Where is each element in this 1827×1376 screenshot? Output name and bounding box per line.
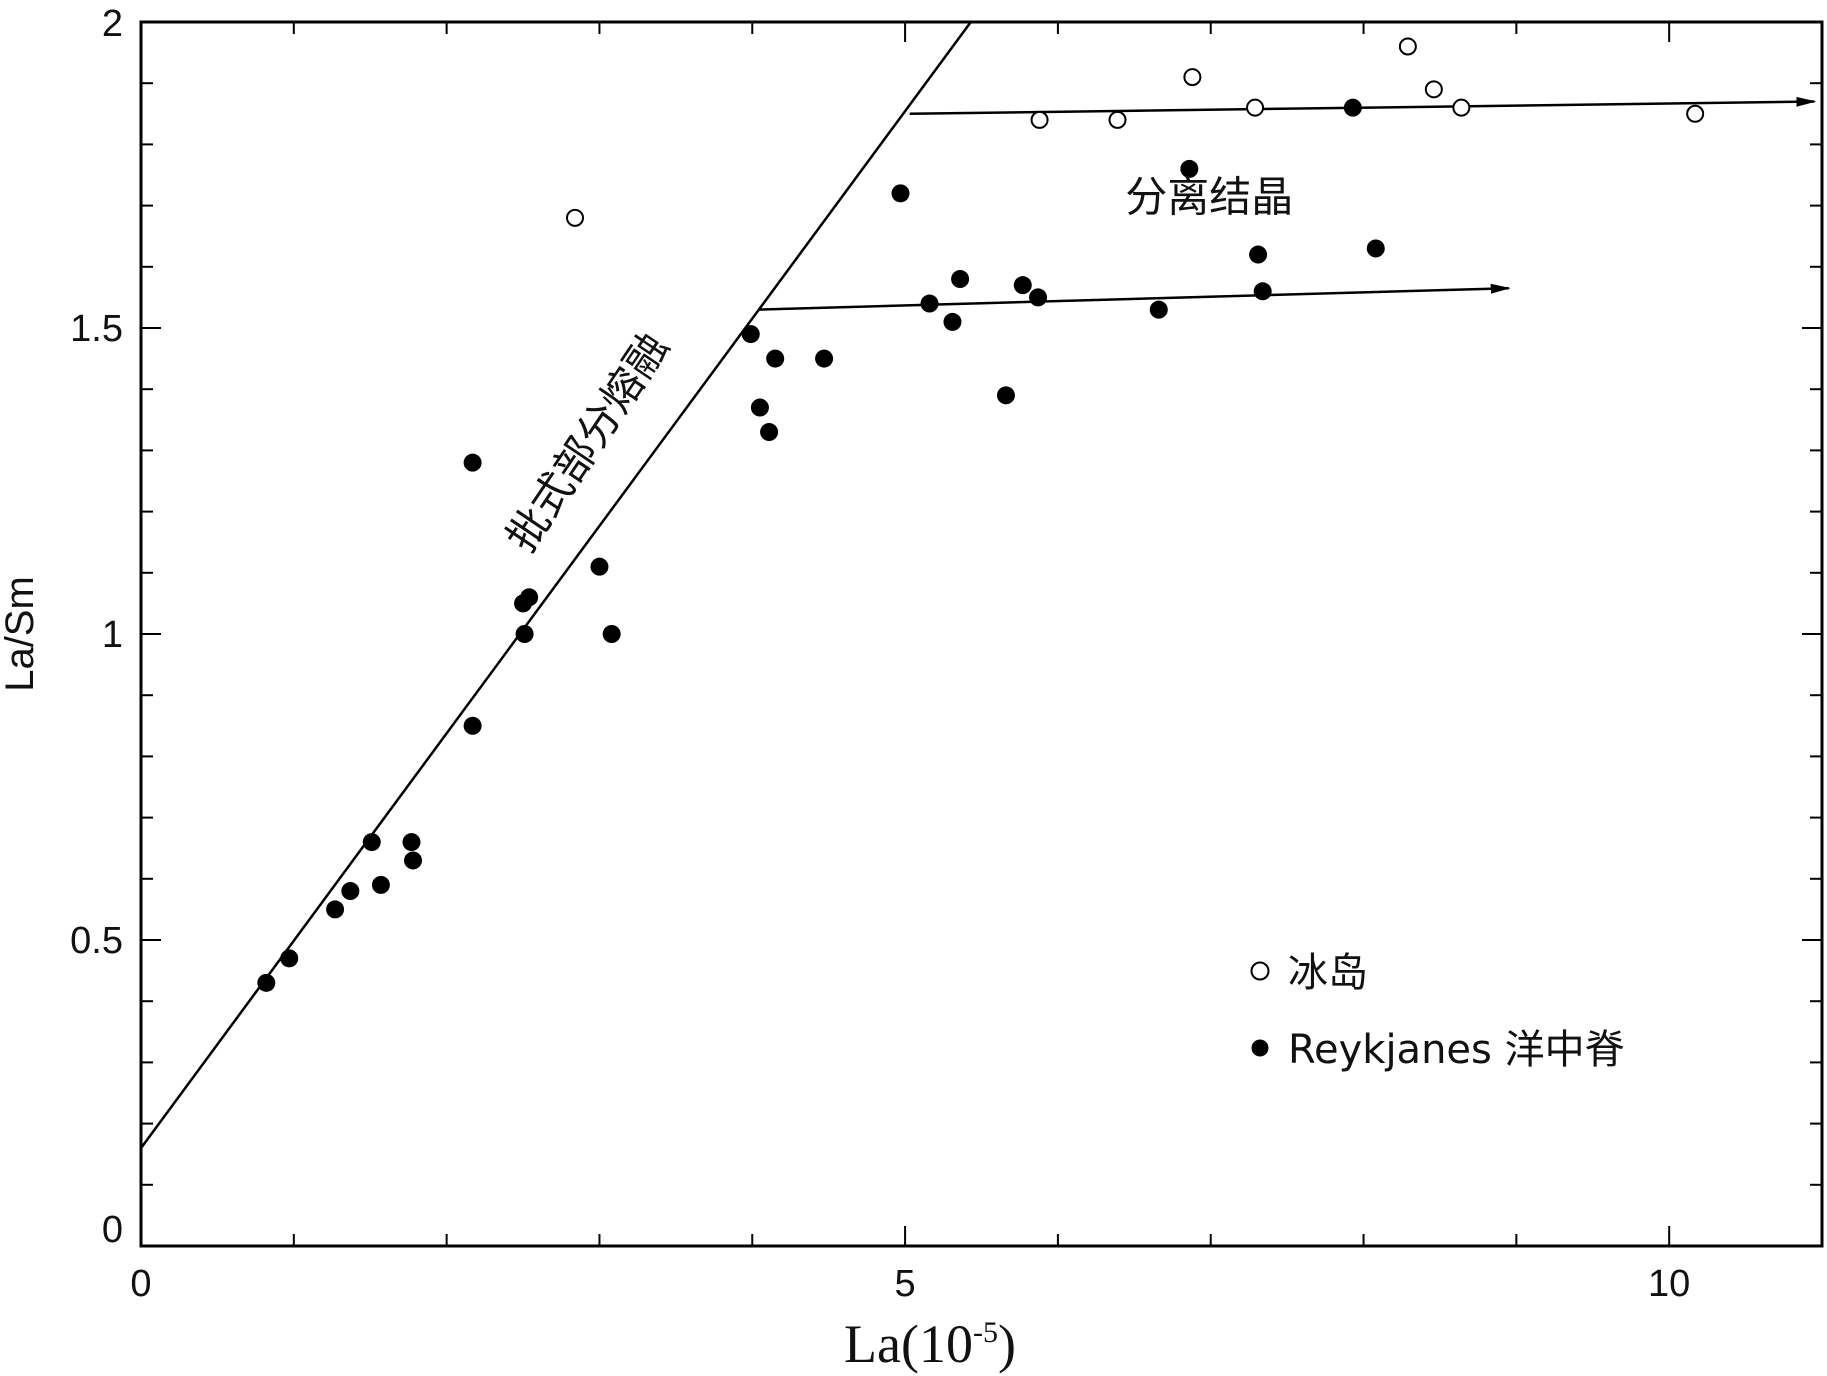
reykjanes-point <box>766 349 785 368</box>
ticks <box>140 21 1823 1247</box>
reykjanes-point <box>760 423 779 442</box>
y-tick-label: 0.5 <box>70 920 123 962</box>
reykjanes-point <box>341 882 360 901</box>
reykjanes-point <box>362 833 381 852</box>
y-tick-label: 2 <box>102 3 123 45</box>
legend-label-iceland: 冰岛 <box>1288 950 1368 996</box>
reykjanes-point <box>1149 300 1168 319</box>
annotation-crystallization: 分离结晶 <box>1125 173 1293 222</box>
x-axis-label-close: ) <box>998 1314 1016 1374</box>
iceland-point <box>1398 37 1417 56</box>
reykjanes-point <box>602 625 621 643</box>
reykjanes-point <box>402 833 421 852</box>
y-tick-label: 0 <box>102 1209 123 1251</box>
iceland-point <box>1424 80 1443 99</box>
data-points <box>257 37 1705 992</box>
reykjanes-point <box>590 557 609 576</box>
reykjanes-point <box>326 900 345 919</box>
reykjanes-point <box>996 386 1015 405</box>
reykjanes-point <box>1249 245 1268 264</box>
legend-marker-reykjanes <box>1251 1039 1269 1057</box>
iceland-point <box>1183 68 1202 87</box>
reykjanes-point <box>257 973 276 992</box>
iceland-point <box>1108 110 1127 129</box>
legend: 冰岛 Reykjanes 洋中脊 <box>1250 950 1625 1073</box>
reykjanes-point <box>951 270 970 289</box>
reykjanes-point <box>1253 282 1272 301</box>
x-axis-label: La(10-5) <box>844 1314 1016 1374</box>
tick-labels: 0 5 10 0 0.5 1 1.5 2 <box>70 3 1690 1305</box>
reykjanes-point <box>371 875 390 894</box>
iceland-point <box>1246 98 1265 117</box>
legend-label-reykjanes: Reykjanes 洋中脊 <box>1288 1027 1625 1073</box>
x-axis-label-base: La(10 <box>844 1314 973 1374</box>
reykjanes-point <box>463 716 482 735</box>
reykjanes-point <box>750 398 769 417</box>
crystallization-arrow <box>758 283 1511 311</box>
x-tick-label: 0 <box>130 1263 151 1305</box>
iceland-point <box>566 208 585 227</box>
reykjanes-point <box>515 625 534 643</box>
reykjanes-point <box>741 325 760 344</box>
reykjanes-point <box>1343 98 1362 117</box>
y-tick-label: 1 <box>102 614 123 656</box>
reykjanes-point <box>1013 276 1032 295</box>
iceland-point <box>1686 104 1705 123</box>
reykjanes-point <box>280 949 299 968</box>
reykjanes-point <box>1180 159 1199 178</box>
crystallization-arrow <box>909 96 1817 116</box>
trend-lines <box>139 21 1817 1149</box>
reykjanes-point <box>1366 239 1385 258</box>
x-tick-label: 10 <box>1648 1263 1690 1305</box>
y-tick-label: 1.5 <box>70 308 123 350</box>
reykjanes-point <box>463 453 482 472</box>
reykjanes-point <box>943 312 962 331</box>
reykjanes-point <box>404 851 423 870</box>
x-axis-label-exp: -5 <box>973 1316 998 1349</box>
reykjanes-point <box>815 349 834 368</box>
annotation-batch-melting: 批式部分熔融 <box>497 324 679 560</box>
reykjanes-point <box>520 588 539 607</box>
batch-melting-line <box>139 21 972 1149</box>
y-axis-label: La/Sm <box>0 576 42 692</box>
x-tick-label: 5 <box>895 1263 916 1305</box>
reykjanes-point <box>920 294 939 313</box>
reykjanes-point <box>891 184 910 203</box>
iceland-point <box>1452 98 1471 117</box>
legend-marker-iceland <box>1250 961 1270 981</box>
iceland-point <box>1030 110 1049 129</box>
reykjanes-point <box>1029 288 1048 307</box>
